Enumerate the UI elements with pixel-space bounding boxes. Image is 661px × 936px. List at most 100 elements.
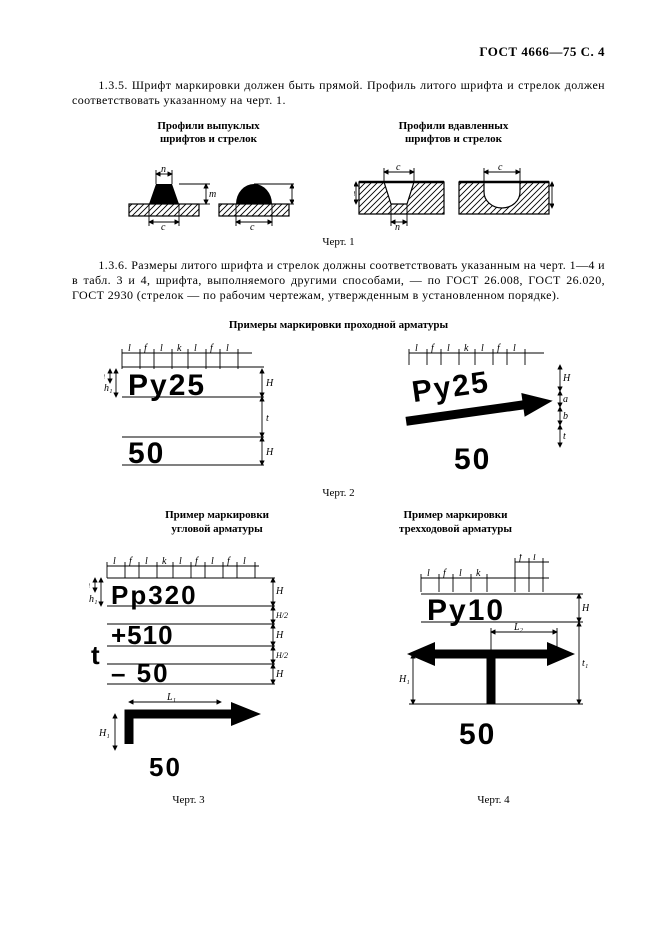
r-dim-l2: l	[447, 343, 450, 354]
mark-50-d: 50	[459, 718, 496, 751]
fig3-svg: l f l k l f l f l Рр320 +510 – 50 t 50	[89, 554, 289, 784]
raised-title: Профили выпуклых шрифтов и стрелок	[157, 120, 259, 146]
heading-three-l2: трехходовой арматуры	[399, 523, 512, 535]
fig4-col: l f l k f l Ру10 50 L₂ H	[399, 554, 589, 816]
dim-k: k	[177, 343, 182, 354]
dim-l4: l	[226, 343, 229, 354]
f3-l4: l	[211, 556, 214, 567]
fig2-caption: Черт. 2	[72, 487, 605, 499]
r-dim-t: t	[563, 431, 566, 442]
recessed-title: Профили вдавленных шрифтов и стрелок	[399, 120, 509, 146]
r-dim-H: H	[562, 373, 571, 384]
f4-l: l	[427, 568, 430, 579]
fig1-caption: Черт. 1	[72, 236, 605, 248]
letter-t: t	[91, 640, 102, 670]
mark-plus510: +510	[111, 620, 174, 650]
dim-n-2: n	[395, 222, 400, 230]
r-dim-b: b	[563, 411, 568, 422]
f4-t1: t₁	[582, 658, 588, 669]
heading-three-l1: Пример маркировки	[404, 509, 508, 521]
para-1-3-6: 1.3.6. Размеры литого шрифта и стрелок д…	[72, 258, 605, 303]
f3-H1: H₁	[98, 728, 110, 739]
raised-profiles-block: Профили выпуклых шрифтов и стрелок	[124, 120, 294, 230]
f3-h: h	[89, 580, 90, 591]
heading-passage: Примеры маркировки проходной арматуры	[72, 319, 605, 331]
dim-H: H	[265, 378, 274, 389]
para-1-3-5: 1.3.5. Шрифт маркировки должен быть прям…	[72, 78, 605, 108]
f4-H: H	[581, 603, 589, 614]
dim-f: f	[144, 343, 148, 354]
mark-50-c: 50	[149, 752, 182, 782]
f3-l: l	[113, 556, 116, 567]
dim-h: h	[104, 371, 105, 382]
f3-H: H	[275, 586, 284, 597]
f3-h1: h₁	[89, 594, 97, 605]
dim-l3: l	[194, 343, 197, 354]
mark-50-b: 50	[454, 443, 491, 476]
f4-H1: H₁	[399, 674, 410, 685]
f3-l5: l	[243, 556, 246, 567]
f3-H3: H	[275, 669, 284, 680]
f3-f: f	[129, 556, 133, 567]
dim-h1: h₁	[104, 383, 112, 394]
dim-l: l	[128, 343, 131, 354]
dim-l2: l	[160, 343, 163, 354]
mark-pp320: Рр320	[111, 580, 198, 610]
mark-py25-b: Ру25	[409, 366, 491, 410]
figure-2-row: l f l k l f l Ру25 H h₁ h 50 t H	[72, 341, 605, 481]
fig34-headings: Пример маркировки угловой арматуры Приме…	[72, 509, 605, 541]
r-dim-k: k	[464, 343, 469, 354]
dim-n: n	[161, 164, 166, 175]
fig4-caption: Черт. 4	[477, 794, 509, 806]
fig3-col: l f l k l f l f l Рр320 +510 – 50 t 50	[89, 554, 289, 816]
dim-c-1: c	[161, 222, 166, 230]
page-header: ГОСТ 4666—75 С. 4	[72, 44, 605, 60]
f3-l3: l	[179, 556, 182, 567]
f4-L2: L₂	[513, 622, 524, 633]
dim-f2: f	[210, 343, 214, 354]
f4-f: f	[443, 568, 447, 579]
fig2-left-svg: l f l k l f l Ру25 H h₁ h 50 t H	[104, 341, 284, 481]
r-dim-l4: l	[513, 343, 516, 354]
r-dim-l3: l	[481, 343, 484, 354]
r-dim-l: l	[415, 343, 418, 354]
heading-angle: Пример маркировки угловой арматуры	[165, 509, 269, 535]
dim-c-4: c	[498, 162, 503, 173]
dim-m-1: m	[209, 189, 216, 200]
dim-c-3: c	[396, 162, 401, 173]
heading-angle-l1: Пример маркировки	[165, 509, 269, 521]
f3-f2: f	[195, 556, 199, 567]
f3-L1: L₁	[166, 692, 176, 703]
heading-three: Пример маркировки трехходовой арматуры	[399, 509, 512, 535]
mark-minus50: – 50	[111, 658, 170, 688]
raised-title-line2: шрифтов и стрелок	[160, 133, 257, 145]
f3-l2: l	[145, 556, 148, 567]
fig2-right-svg: l f l k l f l Ру25 50 H a b t	[384, 341, 574, 481]
dim-H-b: H	[265, 447, 274, 458]
f3-k: k	[162, 556, 167, 567]
heading-angle-l2: угловой арматуры	[171, 523, 262, 535]
r-dim-a: a	[563, 394, 568, 405]
figure-3-4-row: l f l k l f l f l Рр320 +510 – 50 t 50	[72, 554, 605, 816]
raised-title-line1: Профили выпуклых	[157, 120, 259, 132]
raised-profiles-svg: n m c m c	[124, 152, 294, 230]
dim-m-3: m	[354, 188, 355, 199]
f3-H2: H	[275, 630, 284, 641]
r-dim-f2: f	[497, 343, 501, 354]
f4-l2: l	[459, 568, 462, 579]
recessed-title-line1: Профили вдавленных	[399, 120, 509, 132]
fig4-svg: l f l k f l Ру10 50 L₂ H	[399, 554, 589, 784]
r-dim-f: f	[431, 343, 435, 354]
dim-t: t	[266, 413, 269, 424]
f4-l3: l	[533, 554, 536, 563]
recessed-title-line2: шрифтов и стрелок	[405, 133, 502, 145]
fig3-caption: Черт. 3	[172, 794, 204, 806]
dim-c-2: c	[250, 222, 255, 230]
f3-Hh2: H/2	[275, 651, 288, 660]
figure-1-row: Профили выпуклых шрифтов и стрелок	[72, 120, 605, 230]
f3-Hh: H/2	[275, 611, 288, 620]
f4-k: k	[476, 568, 481, 579]
f3-f3: f	[227, 556, 231, 567]
recessed-profiles-block: Профили вдавленных шрифтов и стрелок c m…	[354, 120, 554, 230]
recessed-profiles-svg: c m n c m	[354, 152, 554, 230]
